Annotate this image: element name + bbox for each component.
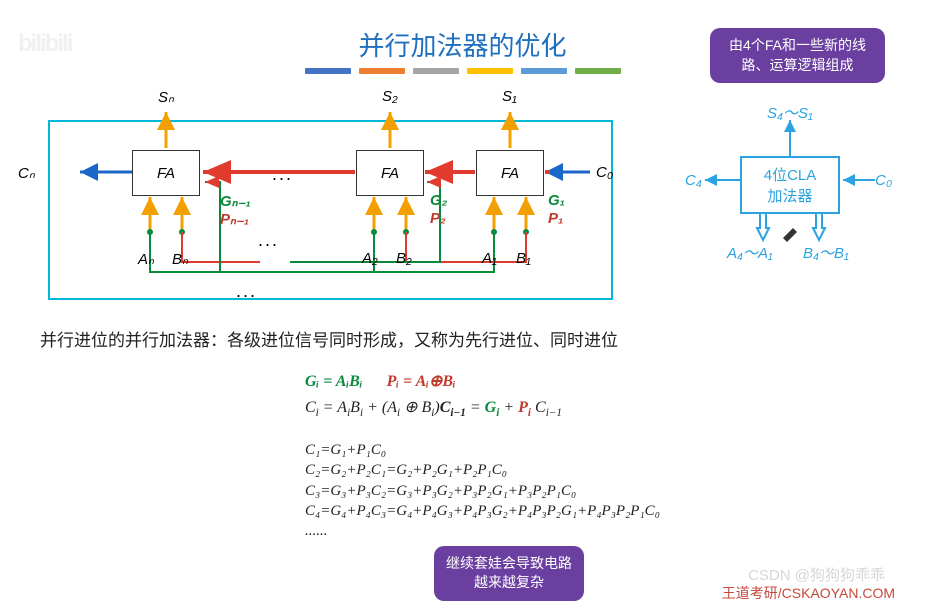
formula-expand: C₁=G₁+P₁C₀ C₂=G₂+P₂C₁=G₂+P₂G₁+P₂P₁C₀ C₃=… — [305, 440, 660, 541]
footer: 王道考研/CSKAOYAN.COM — [722, 583, 895, 603]
fa-block-2: FA — [356, 150, 424, 196]
cla-c0: C₀ — [875, 172, 892, 189]
fa-diagram-wires — [50, 102, 615, 322]
ellipsis-3: ... — [236, 281, 257, 302]
csdn-watermark: CSDN @狗狗狗乖乖 — [748, 564, 885, 585]
s-1: S₁ — [502, 88, 517, 105]
g-n1: Gₙ₋₁ — [220, 192, 251, 210]
p-2: P₂ — [430, 210, 446, 227]
ellipsis-1: ... — [272, 164, 293, 185]
c-more: ...... — [305, 521, 660, 541]
b-1: B₁ — [516, 250, 531, 267]
c2: C₂=G₂+P₂C₁=G₂+P₂G₁+P₂P₁C₀ — [305, 460, 660, 480]
cla-c4: C₄ — [685, 172, 702, 189]
formula-ci: Ci = AiBi + (Ai ⊕ Bi)Ci−1 = Gi + Pi Ci−1 — [305, 396, 562, 422]
g-def: Gᵢ = AᵢBᵢ — [305, 373, 363, 390]
b-n: Bₙ — [172, 250, 188, 268]
c1: C₁=G₁+P₁C₀ — [305, 440, 660, 460]
p-def: Pᵢ = Aᵢ⊕Bᵢ — [387, 373, 456, 390]
fa-diagram: FA FA FA ... ... ... Sₙ S₂ S₁ Cₙ C₀ Gₙ₋₁… — [48, 120, 613, 300]
fa-block-n: FA — [132, 150, 200, 196]
a-2: A₂ — [362, 250, 378, 267]
cla-s: S₄～S₁ — [767, 102, 813, 123]
b-2: B₂ — [396, 250, 412, 267]
description: 并行进位的并行加法器：各级进位信号同时形成，又称为先行进位、同时进位 — [40, 326, 618, 351]
cla-box: 4位CLA 加法器 — [740, 156, 840, 214]
p-n1: Pₙ₋₁ — [220, 210, 249, 228]
g-2: G₂ — [430, 192, 447, 209]
c-n: Cₙ — [18, 164, 35, 182]
c3: C₃=G₃+P₃C₂=G₃+P₃G₂+P₃P₂G₁+P₃P₂P₁C₀ — [305, 481, 660, 501]
ellipsis-2: ... — [258, 230, 279, 251]
s-n: Sₙ — [158, 88, 174, 106]
c-0: C₀ — [596, 164, 613, 181]
a-1: A₁ — [482, 250, 497, 267]
g-1: G₁ — [548, 192, 565, 209]
title-underline — [305, 68, 621, 74]
cla-line1: 4位CLA — [750, 164, 830, 185]
formula-gp: Gᵢ = AᵢBᵢ Pᵢ = Aᵢ⊕Bᵢ — [305, 370, 456, 394]
callout-composition: 由4个FA和一些新的线路、运算逻辑组成 — [710, 28, 885, 83]
cla-b: B₄～B₁ — [803, 242, 849, 263]
cla-line2: 加法器 — [750, 185, 830, 206]
cla-a: A₄～A₁ — [727, 242, 773, 263]
s-2: S₂ — [382, 88, 398, 105]
p-1: P₁ — [548, 210, 563, 227]
callout-complexity: 继续套娃会导致电路越来越复杂 — [434, 546, 584, 601]
c4: C₄=G₄+P₄C₃=G₄+P₄G₃+P₄P₃G₂+P₄P₃P₂G₁+P₄P₃P… — [305, 501, 660, 521]
fa-block-1: FA — [476, 150, 544, 196]
cla-diagram: S₄～S₁ 4位CLA 加法器 C₄ C₀ A₄～A₁ B₄～B₁ — [685, 100, 895, 280]
a-n: Aₙ — [138, 250, 154, 268]
